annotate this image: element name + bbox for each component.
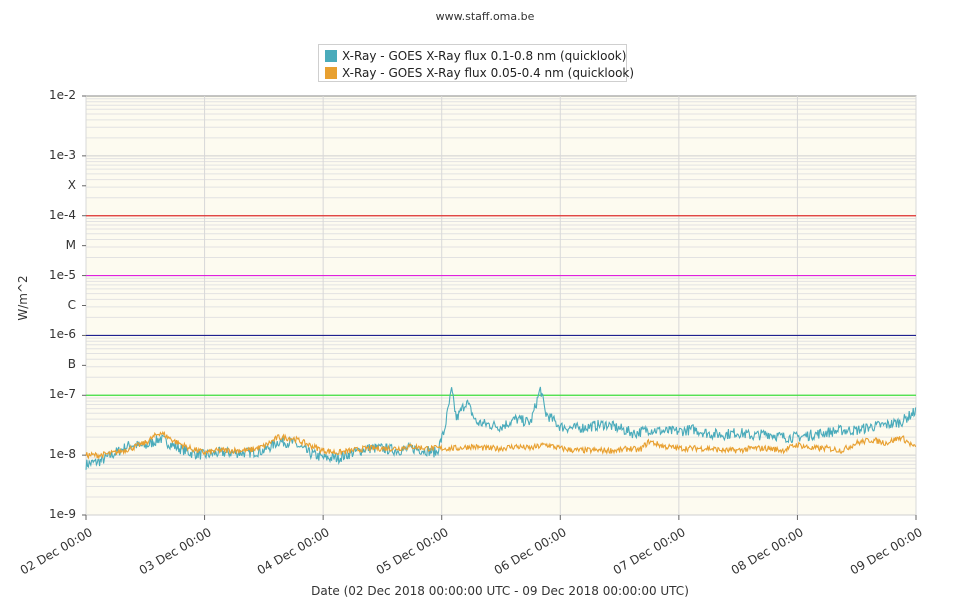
y-axis-title: W/m^2 bbox=[16, 275, 30, 321]
y-tick-label: B bbox=[67, 357, 76, 372]
flare-class-lines bbox=[86, 215, 916, 396]
legend-entry-long-band[interactable]: X-Ray - GOES X-Ray flux 0.1-0.8 nm (quic… bbox=[325, 47, 626, 64]
y-tick-label: M bbox=[65, 237, 76, 252]
y-tick-label: 1e-5 bbox=[49, 267, 76, 282]
legend-swatch-short-band bbox=[325, 66, 337, 79]
x-axis-title: Date (02 Dec 2018 00:00:00 UTC - 09 Dec … bbox=[311, 584, 689, 598]
y-tick-label: 1e-2 bbox=[49, 88, 76, 102]
y-tick-label: C bbox=[67, 297, 76, 312]
y-tick-label: 1e-6 bbox=[49, 327, 76, 342]
y-tick-label: 1e-3 bbox=[49, 147, 76, 162]
y-tick-label: X bbox=[67, 177, 76, 192]
legend-swatch-long-band bbox=[325, 49, 337, 62]
source-credit: www.staff.oma.be bbox=[435, 10, 535, 23]
legend-label-short-band: X-Ray - GOES X-Ray flux 0.05-0.4 nm (qui… bbox=[342, 65, 635, 80]
grid-lines bbox=[85, 96, 917, 516]
legend-label-long-band: X-Ray - GOES X-Ray flux 0.1-0.8 nm (quic… bbox=[342, 48, 627, 63]
series-line-short-band bbox=[85, 430, 917, 460]
series-layer bbox=[85, 386, 917, 470]
y-tick-label: 1e-8 bbox=[49, 447, 76, 462]
y-tick-label: 1e-9 bbox=[49, 507, 76, 521]
legend-entry-short-band[interactable]: X-Ray - GOES X-Ray flux 0.05-0.4 nm (qui… bbox=[325, 64, 634, 81]
axis-ticks bbox=[82, 95, 917, 520]
legend[interactable]: X-Ray - GOES X-Ray flux 0.1-0.8 nm (quic… bbox=[318, 44, 634, 82]
y-tick-label: 1e-7 bbox=[49, 387, 76, 402]
series-line-long-band bbox=[85, 386, 917, 470]
y-tick-label: 1e-4 bbox=[49, 207, 76, 222]
